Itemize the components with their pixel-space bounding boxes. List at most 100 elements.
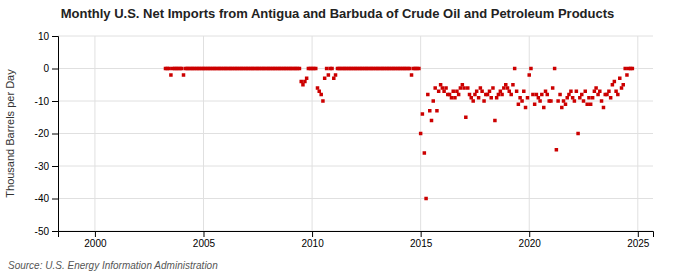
point	[459, 86, 463, 90]
grid-line-y	[58, 36, 653, 37]
y-axis-tick-label: -30	[35, 161, 50, 172]
points	[164, 67, 634, 201]
point	[298, 67, 302, 71]
point	[462, 86, 466, 90]
point	[468, 93, 472, 97]
y-axis-tick: -20	[35, 128, 58, 139]
point	[419, 132, 423, 136]
point	[451, 90, 455, 94]
point	[527, 73, 531, 77]
point	[580, 93, 584, 97]
grid	[58, 36, 653, 231]
point	[613, 80, 617, 84]
point	[589, 103, 593, 107]
point	[444, 86, 448, 90]
point	[565, 96, 569, 100]
source: Source: U.S. Energy Information Administ…	[8, 260, 218, 271]
point	[575, 90, 579, 94]
point	[509, 93, 513, 97]
y-axis-tick-mark	[52, 134, 58, 135]
point	[482, 99, 486, 103]
grid-line-y	[58, 133, 653, 134]
point	[620, 86, 624, 90]
point	[417, 67, 421, 71]
point	[506, 86, 510, 90]
grid-line-x	[529, 36, 530, 231]
point	[567, 93, 571, 97]
grid-line-x	[94, 36, 95, 231]
title: Monthly U.S. Net Imports from Antigua an…	[61, 6, 615, 21]
point	[464, 116, 468, 120]
point	[305, 77, 309, 81]
point	[495, 96, 499, 100]
y-axis-tick: -40	[35, 193, 58, 204]
point	[453, 96, 457, 100]
point	[316, 86, 320, 90]
point	[471, 99, 475, 103]
y-axis-tick-label: -10	[35, 96, 50, 107]
point	[537, 96, 541, 100]
point	[593, 90, 597, 94]
point	[544, 90, 548, 94]
point	[564, 103, 568, 107]
point	[585, 103, 589, 107]
point	[448, 93, 452, 97]
point	[169, 73, 173, 77]
point	[424, 197, 428, 201]
point	[578, 96, 582, 100]
x-axis-tick: 2000	[84, 231, 107, 249]
y-axis-tick: -10	[35, 96, 58, 107]
point	[410, 73, 414, 77]
x-axis-tick-label: 2000	[84, 238, 107, 249]
point	[477, 96, 481, 100]
point	[469, 96, 473, 100]
point	[555, 148, 559, 152]
x-axis-tick-label: 2005	[193, 238, 216, 249]
y-axis-tick: -50	[35, 226, 58, 237]
point	[522, 90, 526, 94]
x-axis: 200020052010201520202025	[59, 231, 654, 249]
point	[582, 99, 586, 103]
grid-line-x	[312, 36, 313, 231]
point	[607, 90, 611, 94]
y-axis-tick-mark	[52, 36, 58, 37]
point	[504, 83, 508, 87]
point	[583, 90, 587, 94]
point	[560, 106, 564, 110]
point	[517, 103, 521, 107]
point	[314, 67, 318, 71]
y-axis-tick: 10	[38, 31, 58, 42]
point	[493, 119, 497, 123]
point	[520, 99, 524, 103]
point	[327, 73, 331, 77]
point	[500, 93, 504, 97]
grid-line-y	[58, 166, 653, 167]
point	[545, 93, 549, 97]
point	[622, 83, 626, 87]
point	[167, 67, 171, 71]
point	[611, 83, 615, 87]
point	[489, 96, 493, 100]
point	[605, 93, 609, 97]
point	[513, 67, 517, 71]
point	[535, 93, 539, 97]
point	[614, 90, 618, 94]
point	[524, 106, 528, 110]
x-axis-tick-label: 2010	[301, 238, 324, 249]
point	[480, 90, 484, 94]
point	[461, 83, 465, 87]
y-axis-tick-label: -40	[35, 193, 50, 204]
point	[301, 83, 305, 87]
point	[475, 90, 479, 94]
point	[441, 86, 445, 90]
point	[330, 67, 334, 71]
point	[600, 99, 604, 103]
point	[587, 96, 591, 100]
y-axis-tick-mark	[52, 166, 58, 167]
point	[423, 151, 427, 155]
point	[433, 86, 437, 90]
point	[540, 93, 544, 97]
point	[533, 103, 537, 107]
point	[497, 93, 501, 97]
point	[499, 90, 503, 94]
